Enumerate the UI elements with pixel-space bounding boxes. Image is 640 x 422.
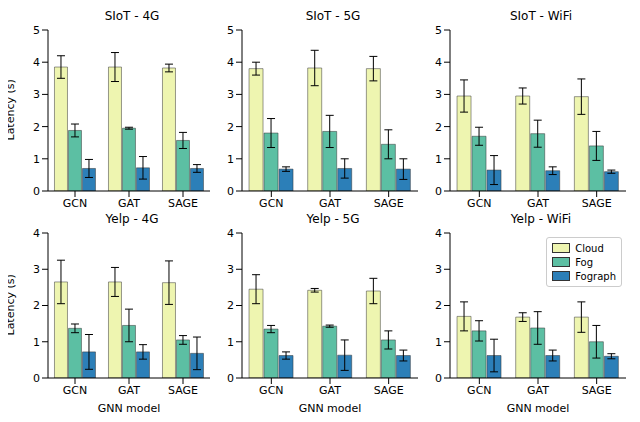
html-text:Cloud: Cloud	[575, 242, 604, 254]
svg-text:2: 2	[227, 299, 234, 312]
svg-text:4: 4	[435, 56, 442, 69]
svg-text:0: 0	[33, 372, 40, 385]
svg-text:SAGE: SAGE	[582, 384, 612, 397]
svg-text:5: 5	[435, 24, 442, 37]
svg-text:3: 3	[435, 263, 442, 276]
svg-text:1: 1	[33, 153, 40, 166]
svg-text:1: 1	[227, 153, 234, 166]
html-text:Fog: Fog	[575, 256, 594, 268]
svg-text:GNN model: GNN model	[98, 402, 161, 414]
svg-text:GAT: GAT	[527, 197, 549, 210]
svg-text:GCN: GCN	[259, 384, 283, 397]
html-text:Yelp - 4G: Yelp - 4G	[105, 212, 159, 226]
svg-text:GAT: GAT	[118, 197, 140, 210]
svg-text:Latency (s): Latency (s)	[8, 274, 17, 335]
svg-text:1: 1	[435, 336, 442, 349]
html-text:SIoT - 4G: SIoT - 4G	[104, 9, 160, 23]
svg-text:Latency (s): Latency (s)	[8, 79, 17, 140]
svg-text:3: 3	[33, 263, 40, 276]
svg-text:SAGE: SAGE	[168, 384, 198, 397]
svg-text:2: 2	[33, 299, 40, 312]
html-text:SIoT - 5G: SIoT - 5G	[305, 9, 361, 23]
html-text:SIoT - WiFi: SIoT - WiFi	[510, 9, 572, 23]
svg-text:GCN: GCN	[467, 384, 491, 397]
svg-text:2: 2	[435, 121, 442, 134]
svg-text:GCN: GCN	[63, 384, 87, 397]
svg-text:4: 4	[33, 227, 40, 240]
svg-text:GAT: GAT	[527, 384, 549, 397]
svg-text:2: 2	[227, 121, 234, 134]
svg-text:2: 2	[33, 121, 40, 134]
svg-text:1: 1	[227, 336, 234, 349]
svg-text:0: 0	[435, 185, 442, 198]
svg-text:GCN: GCN	[259, 197, 283, 210]
svg-text:GAT: GAT	[319, 197, 341, 210]
svg-text:5: 5	[33, 24, 40, 37]
html-text:Yelp - 5G: Yelp - 5G	[306, 212, 360, 226]
svg-text:SAGE: SAGE	[582, 197, 612, 210]
svg-text:SAGE: SAGE	[168, 197, 198, 210]
svg-text:GNN model: GNN model	[507, 402, 570, 414]
svg-text:0: 0	[33, 185, 40, 198]
svg-text:GAT: GAT	[118, 384, 140, 397]
svg-text:SAGE: SAGE	[374, 384, 404, 397]
svg-text:4: 4	[227, 56, 234, 69]
svg-text:3: 3	[227, 88, 234, 101]
svg-text:2: 2	[435, 299, 442, 312]
svg-text:0: 0	[435, 372, 442, 385]
svg-text:3: 3	[33, 88, 40, 101]
html-text:Fograph: Fograph	[575, 270, 616, 282]
html-text:Yelp - WiFi: Yelp - WiFi	[510, 212, 572, 226]
svg-text:4: 4	[227, 227, 234, 240]
svg-text:GAT: GAT	[319, 384, 341, 397]
svg-text:3: 3	[227, 263, 234, 276]
svg-text:5: 5	[227, 24, 234, 37]
svg-text:GCN: GCN	[467, 197, 491, 210]
svg-text:1: 1	[33, 336, 40, 349]
svg-text:GNN model: GNN model	[299, 402, 362, 414]
svg-text:1: 1	[435, 153, 442, 166]
svg-text:0: 0	[227, 372, 234, 385]
svg-text:4: 4	[33, 56, 40, 69]
svg-text:SAGE: SAGE	[374, 197, 404, 210]
svg-text:GCN: GCN	[63, 197, 87, 210]
svg-text:3: 3	[435, 88, 442, 101]
svg-text:0: 0	[227, 185, 234, 198]
svg-text:4: 4	[435, 227, 442, 240]
